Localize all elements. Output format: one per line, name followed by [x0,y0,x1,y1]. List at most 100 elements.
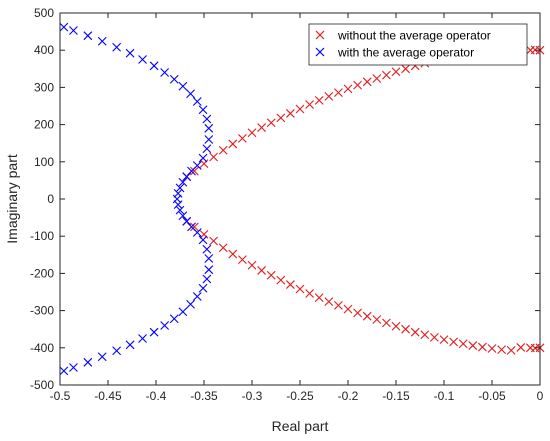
x-axis-label: Real part [272,418,329,434]
data-point [178,177,188,187]
data-point [59,22,69,32]
data-point [178,307,188,317]
data-point [202,244,212,254]
data-point [178,211,188,221]
x-tick-label: -0.2 [338,389,359,403]
legend-marker-with [315,47,325,57]
data-point [410,327,420,337]
x-tick-label: -0.5 [50,389,71,403]
y-tick-label: 100 [34,155,54,169]
data-point [449,337,458,347]
data-point [202,114,212,124]
data-point [372,74,382,83]
data-point [257,123,266,132]
data-point [209,152,218,162]
data-point [173,200,183,209]
data-point [69,26,78,35]
data-point [186,299,195,309]
y-tick-label: -400 [30,341,54,355]
data-point [286,109,295,118]
data-point [324,91,334,101]
y-axis-label: Imaginary part [4,154,20,244]
data-point [112,346,122,356]
data-point [169,314,179,324]
data-point [192,228,202,237]
data-point [175,205,185,215]
data-point [186,89,195,99]
data-point [478,342,487,352]
x-axis: -0.5 -0.45 -0.4 -0.35 -0.3 -0.25 -0.2 -0.15 -0.1… [50,13,544,403]
y-tick-label: 300 [34,80,54,94]
data-point [382,70,391,80]
data-point [343,304,353,314]
data-point [182,172,192,182]
data-point [175,183,185,193]
data-point [362,77,372,87]
data-point [204,254,214,263]
data-point [295,284,305,294]
data-point [334,88,343,97]
data-point [192,97,202,106]
data-point [266,270,276,280]
data-point [125,48,135,58]
data-point [382,318,391,328]
data-point [401,324,410,334]
data-point [169,74,179,84]
data-point [198,235,208,245]
data-point [149,61,159,71]
data-point [228,249,238,259]
series-with-average [59,22,214,376]
data-point [439,335,449,345]
data-point [238,255,247,265]
y-tick-label: 500 [34,6,54,20]
data-point [516,343,526,352]
data-point [247,128,257,138]
data-point [97,36,107,46]
data-point [305,100,314,109]
data-point [218,145,228,155]
y-tick-label: -300 [30,304,54,318]
legend-marker-without [315,30,325,40]
y-tick-label: -200 [30,266,54,280]
legend-box [308,23,528,66]
data-point [204,135,214,144]
data-point [276,113,286,123]
data-point [266,118,276,128]
data-point [192,292,202,301]
data-point [362,311,372,321]
x-tick-label: -0.1 [434,389,455,403]
y-tick-label: 0 [47,192,54,206]
data-point [182,216,192,226]
data-point [190,222,199,232]
data-point [487,344,497,353]
data-point [343,84,353,94]
data-point [420,330,430,340]
x-tick-label: -0.3 [242,389,263,403]
data-point [286,280,295,289]
data-point [190,166,199,176]
data-point [202,274,212,284]
data-point [83,357,93,367]
y-tick-label: 200 [34,118,54,132]
x-tick-label: 0 [537,389,544,403]
data-point [97,352,107,362]
data-point [314,96,324,105]
data-point [314,293,324,302]
data-point [228,139,238,149]
data-point [468,341,478,350]
legend-label-without: without the average operator [337,29,491,43]
data-point [198,105,208,115]
x-tick-label: -0.05 [478,389,506,403]
data-point [353,80,362,90]
data-point [276,275,286,285]
data-point [138,55,147,64]
legend-label-with: with the average operator [337,46,474,60]
data-point [218,243,228,253]
y-axis: -500 -400 -300 -200 -100 0 100 200 300 400 500 [30,6,540,392]
data-point [391,321,401,331]
data-point [257,266,266,275]
data-point [401,64,410,74]
data-point [247,260,257,270]
x-tick-label: -0.15 [382,389,410,403]
